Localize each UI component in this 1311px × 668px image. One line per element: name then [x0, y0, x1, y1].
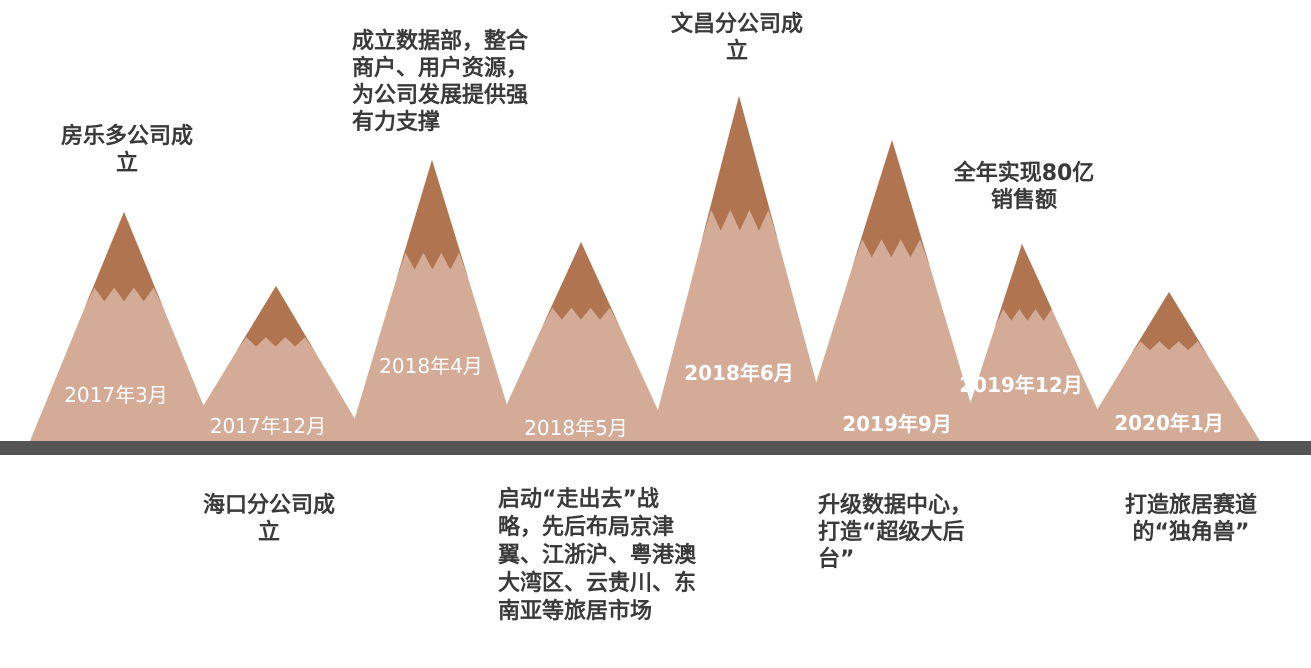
- date-label-7: 2020年1月: [1114, 411, 1224, 435]
- mountain-cap-1: [236, 286, 315, 352]
- mountain-cap-5: [852, 140, 930, 267]
- date-label-0: 2017年3月: [64, 383, 168, 407]
- date-label-4: 2018年6月: [684, 361, 794, 385]
- timeline-ground-bar: [0, 441, 1311, 455]
- mountain-cap-3: [542, 242, 620, 326]
- event-label-2: 成立数据部，整合商户、用户资源，为公司发展提供强有力支撑: [352, 29, 529, 135]
- event-label-7: 打造旅居赛道的“独角兽”: [1124, 493, 1257, 545]
- mountain-7: [1078, 292, 1260, 441]
- mountain-cap-4: [701, 96, 779, 241]
- mountain-1: [182, 286, 368, 441]
- mountain-cap-6: [995, 244, 1060, 327]
- mountains-layer: [30, 96, 1260, 441]
- mountain-2: [348, 160, 518, 441]
- mountain-0: [30, 212, 218, 441]
- event-label-5: 升级数据中心，打造“超级大后台”: [818, 493, 973, 572]
- mountain-4: [650, 96, 832, 441]
- event-label-6: 全年实现80亿销售额: [953, 161, 1095, 213]
- event-label-1: 海口分公司成立: [202, 493, 335, 545]
- mountain-cap-7: [1130, 292, 1208, 355]
- date-label-3: 2018年5月: [524, 416, 628, 440]
- mountain-cap-2: [396, 160, 469, 278]
- event-label-4: 文昌分公司成立: [670, 12, 803, 64]
- mountain-6: [958, 244, 1112, 441]
- event-label-0: 房乐多公司成立: [60, 124, 193, 176]
- date-labels-layer: 2017年3月 2017年12月 2018年4月 2018年5月 2018年6月 2019…: [64, 354, 1224, 440]
- date-label-1: 2017年12月: [210, 414, 326, 438]
- date-label-5: 2019年9月: [842, 412, 952, 436]
- date-label-2: 2018年4月: [379, 354, 483, 378]
- date-label-6: 2019年12月: [959, 373, 1083, 397]
- mountain-5: [798, 140, 982, 441]
- mountain-3: [490, 242, 672, 441]
- event-label-3: 启动“走出去”战略，先后布局京津翼、江浙沪、粤港澳大湾区、云贵川、东南亚等旅居市…: [498, 487, 697, 624]
- mountain-cap-0: [84, 212, 164, 309]
